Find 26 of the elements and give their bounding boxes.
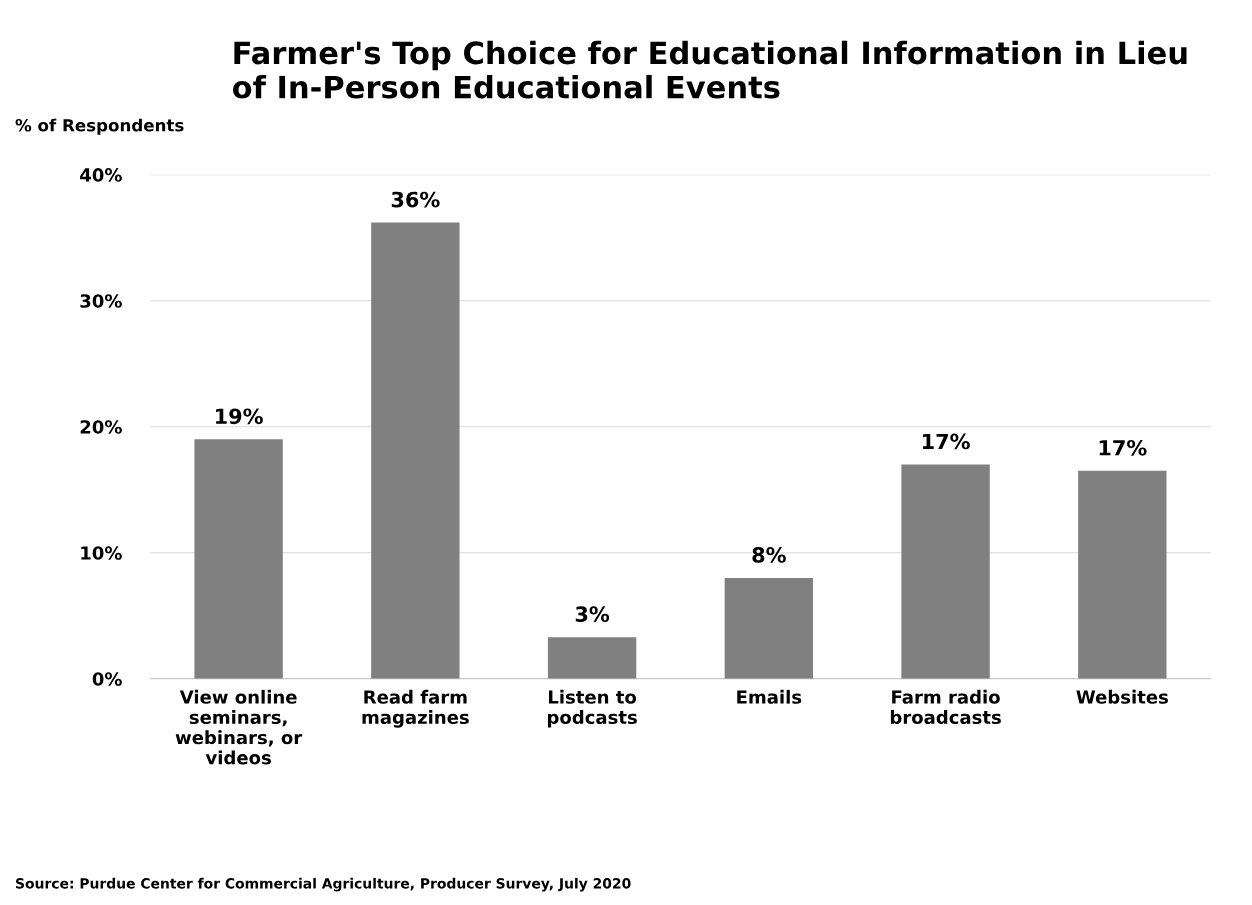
y-tick-label: 10% <box>81 546 122 560</box>
bar <box>901 464 990 679</box>
x-tick-label: View online seminars, webinars, or videos <box>175 689 303 765</box>
bar <box>547 637 637 679</box>
y-tick-label: 0% <box>92 672 122 686</box>
x-tick-label: Emails <box>737 689 802 704</box>
x-tick-label: Read farm magazines <box>362 689 469 728</box>
bar <box>1078 470 1167 679</box>
bar <box>194 439 283 679</box>
bar <box>724 577 814 679</box>
y-axis-title: % of Respondents <box>15 118 184 135</box>
y-tick-label: 40% <box>80 168 122 182</box>
data-label: 8% <box>752 547 786 563</box>
x-tick-label: Farm radio broadcasts <box>890 689 1001 725</box>
data-label: 17% <box>1099 439 1147 456</box>
y-tick-label: 20% <box>80 420 122 434</box>
data-label: 36% <box>391 191 440 208</box>
data-label: 3% <box>575 606 610 623</box>
y-tick-label: 30% <box>80 294 122 308</box>
source-note: Source: Purdue Center for Commercial Agriculture, Producer Survey, July 2020 <box>16 877 631 892</box>
bar <box>371 222 460 679</box>
data-label: 17% <box>922 433 970 450</box>
x-tick-label: Listen to podcasts <box>547 689 637 728</box>
x-tick-label: Websites <box>1076 689 1168 704</box>
data-label: 19% <box>216 408 263 425</box>
chart-title: Farmer's Top Choice for Educational Information in Lieu of In-Person Educational Events <box>232 40 1187 99</box>
